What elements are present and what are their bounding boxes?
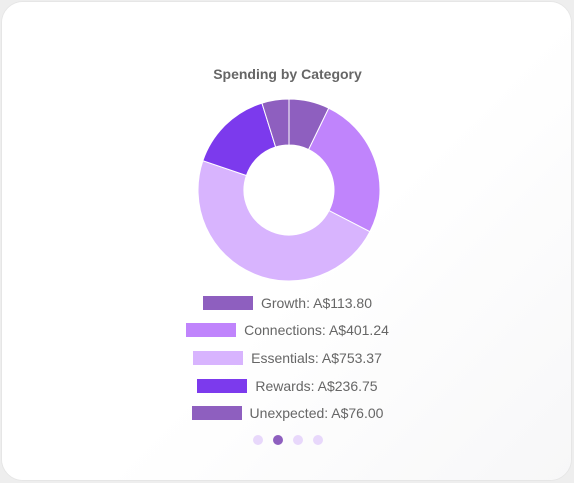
donut-chart: [197, 98, 381, 282]
legend-swatch: [191, 406, 242, 421]
legend-item-rewards[interactable]: Rewards: A$236.75: [2, 372, 571, 400]
legend-swatch: [197, 378, 248, 393]
legend-label: Growth: A$113.80: [260, 294, 373, 311]
donut-slice-essentials[interactable]: [197, 160, 371, 282]
pagination-dot-4[interactable]: [312, 435, 323, 445]
donut-slice-connections[interactable]: [307, 107, 381, 233]
donut-slice-rewards[interactable]: [202, 102, 277, 177]
pagination-dot-3[interactable]: [292, 435, 303, 445]
legend-label: Rewards: A$236.75: [255, 377, 378, 394]
pagination-dot-2[interactable]: [272, 435, 283, 445]
legend-item-unexpected[interactable]: Unexpected: A$76.00: [2, 399, 571, 427]
legend-swatch: [202, 295, 253, 310]
donut-slice-unexpected[interactable]: [261, 98, 290, 148]
chart-legend: Growth: A$113.80 Connections: A$401.24 Ess…: [2, 289, 571, 427]
pagination-dot-1[interactable]: [252, 435, 263, 445]
legend-swatch: [186, 323, 237, 338]
legend-label: Unexpected: A$76.00: [249, 405, 384, 422]
legend-label: Connections: A$401.24: [244, 322, 389, 339]
pagination-dots: [2, 435, 571, 445]
legend-swatch: [193, 350, 244, 365]
legend-item-growth[interactable]: Growth: A$113.80: [2, 289, 571, 317]
legend-item-connections[interactable]: Connections: A$401.24: [2, 317, 571, 345]
chart-title: Spending by Category: [213, 66, 362, 82]
legend-label: Essentials: A$753.37: [251, 349, 382, 366]
legend-item-essentials[interactable]: Essentials: A$753.37: [2, 344, 571, 372]
